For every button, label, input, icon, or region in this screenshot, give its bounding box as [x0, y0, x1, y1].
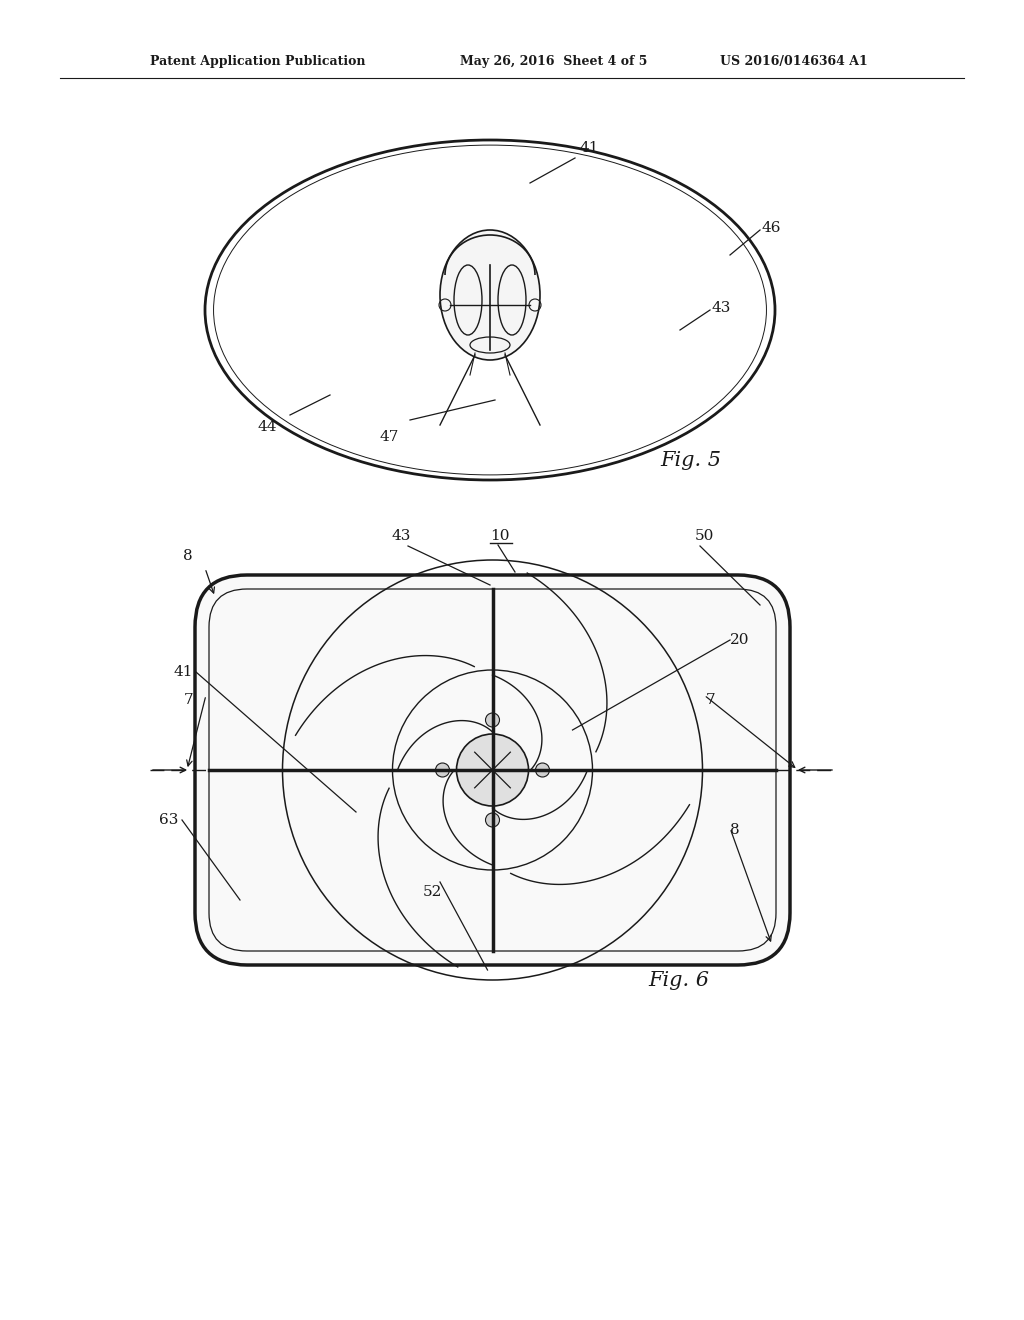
- Circle shape: [485, 813, 500, 828]
- Ellipse shape: [440, 230, 540, 360]
- Text: 8: 8: [183, 549, 193, 564]
- Text: 47: 47: [380, 430, 399, 444]
- Text: 10: 10: [490, 529, 510, 543]
- Text: 50: 50: [695, 529, 715, 543]
- Text: May 26, 2016  Sheet 4 of 5: May 26, 2016 Sheet 4 of 5: [460, 55, 647, 69]
- Text: 41: 41: [580, 141, 599, 154]
- Text: 8: 8: [730, 822, 739, 837]
- Text: 41: 41: [173, 665, 193, 678]
- Circle shape: [485, 713, 500, 727]
- Text: 7: 7: [706, 693, 716, 708]
- Text: 63: 63: [159, 813, 178, 828]
- Text: 46: 46: [762, 220, 781, 235]
- Text: Patent Application Publication: Patent Application Publication: [150, 55, 366, 69]
- FancyBboxPatch shape: [195, 576, 790, 965]
- Text: Fig. 5: Fig. 5: [660, 450, 721, 470]
- Text: 7: 7: [183, 693, 193, 708]
- Circle shape: [536, 763, 550, 777]
- Circle shape: [435, 763, 450, 777]
- Text: Fig. 6: Fig. 6: [648, 970, 709, 990]
- Text: 43: 43: [712, 301, 731, 315]
- Text: 52: 52: [422, 884, 441, 899]
- Text: 20: 20: [730, 634, 750, 647]
- Text: 43: 43: [392, 529, 412, 543]
- Text: 44: 44: [258, 420, 278, 434]
- Text: US 2016/0146364 A1: US 2016/0146364 A1: [720, 55, 867, 69]
- Circle shape: [457, 734, 528, 807]
